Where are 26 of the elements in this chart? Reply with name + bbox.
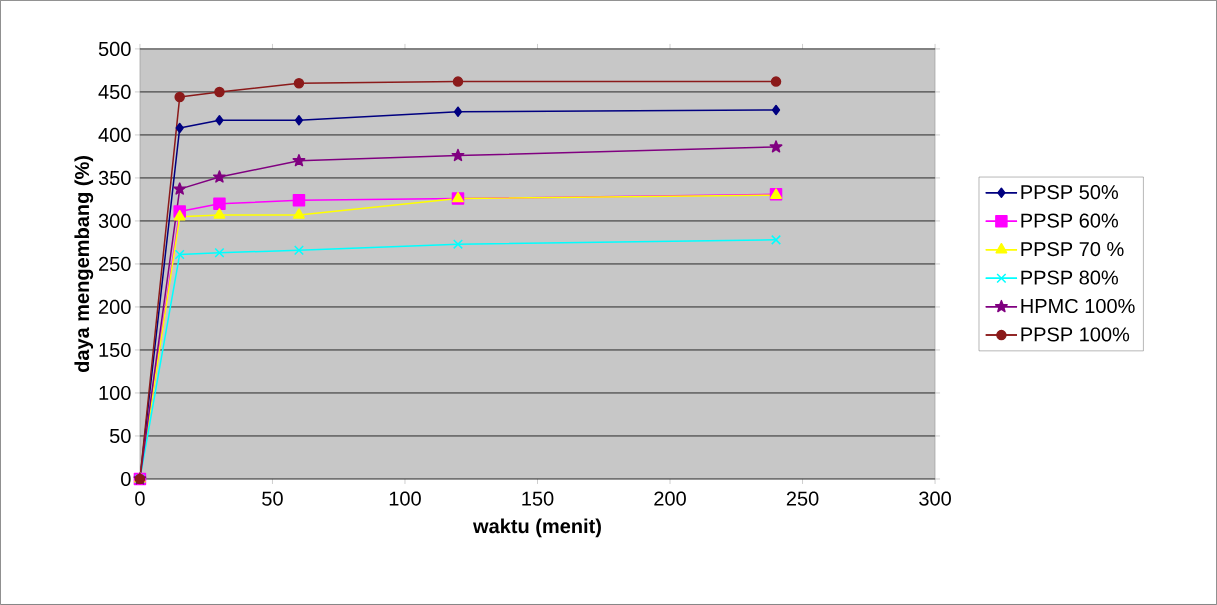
y-tick-label: 500 [98,41,131,57]
legend-label: PPSP 70 % [1021,242,1124,257]
legend-label: PPSP 50% [1021,185,1119,200]
legend-label: HPMC 100% [1021,298,1135,314]
y-axis-title: daya mengembang (%) [74,156,94,373]
y-tick-label: 200 [99,299,131,315]
x-tick-label: 200 [654,491,686,506]
y-tick-label: 100 [99,385,131,401]
y-tick-label: 150 [99,342,131,358]
x-tick-label: 250 [786,491,819,506]
x-tick-label: 100 [389,491,421,506]
y-tick-label: 350 [98,170,131,186]
legend-label: PPSP 100% [1021,327,1130,342]
x-axis-title: waktu (menit) [472,518,601,538]
legend-label: PPSP 60% [1021,213,1119,228]
x-tick-label: 150 [522,491,554,506]
x-tick-label: 0 [135,491,145,506]
x-tick-label: 50 [262,491,283,506]
y-tick-label: 0 [121,471,131,487]
x-tick-label: 300 [919,491,951,506]
y-tick-label: 450 [98,84,131,100]
legend-label: PPSP 80% [1021,270,1119,285]
y-tick-label: 250 [99,256,131,272]
y-tick-label: 50 [109,428,131,444]
y-tick-label: 400 [98,127,131,143]
y-tick-label: 300 [98,213,131,229]
